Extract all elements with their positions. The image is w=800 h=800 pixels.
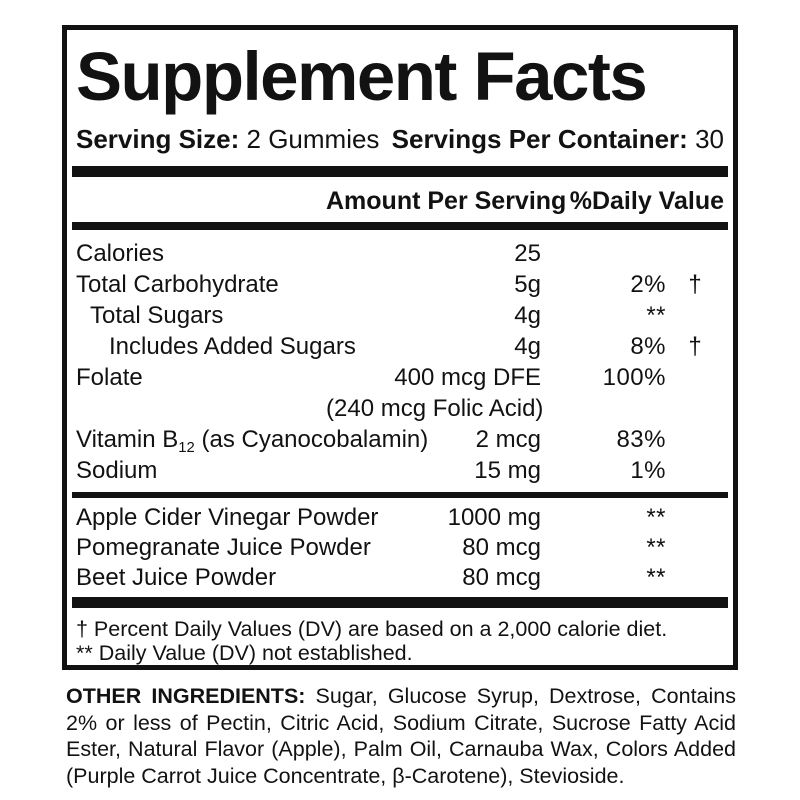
nutrient-name: Calories bbox=[76, 240, 165, 267]
servings-per-container: Servings Per Container: 30 bbox=[392, 124, 724, 154]
amount-value: 80 mcg bbox=[462, 534, 541, 561]
daily-value: ** bbox=[646, 564, 666, 591]
amount-value: (240 mcg Folic Acid) bbox=[326, 395, 544, 422]
amount-value: 5g bbox=[514, 271, 541, 298]
fact-row: Total Sugars 4g ** bbox=[76, 300, 724, 331]
fact-row: Sodium 15 mg 1% bbox=[76, 455, 724, 486]
serving-size-label: Serving Size: bbox=[76, 124, 240, 154]
amount-value: 4g bbox=[514, 333, 541, 360]
fact-row: Vitamin B12 (as Cyanocobalamin) 2 mcg 83% bbox=[76, 424, 724, 457]
nutrient-name: Total Carbohydrate bbox=[76, 271, 279, 298]
amount-value: 400 mcg DFE bbox=[394, 364, 541, 391]
divider-bar-bottom bbox=[72, 597, 728, 608]
other-ingredients-label: OTHER INGREDIENTS: bbox=[66, 684, 306, 708]
divider-bar-top bbox=[72, 166, 728, 177]
blend-rows: Apple Cider Vinegar Powder 1000 mg ** Pomeg… bbox=[76, 498, 724, 593]
servings-per-container-label: Servings Per Container: bbox=[391, 124, 688, 154]
serving-info-row: Serving Size: 2 Gummies Servings Per Con… bbox=[76, 118, 724, 166]
nutrient-name: Total Sugars bbox=[90, 302, 224, 329]
serving-size-value: 2 Gummies bbox=[246, 124, 380, 154]
nutrient-name: Folate bbox=[76, 364, 143, 391]
servings-per-container-value: 30 bbox=[695, 124, 724, 154]
other-ingredients: OTHER INGREDIENTS: Sugar, Glucose Syrup,… bbox=[66, 683, 736, 789]
amount-value: 2 mcg bbox=[475, 426, 541, 453]
serving-size: Serving Size: 2 Gummies bbox=[76, 124, 379, 154]
nutrient-name: Beet Juice Powder bbox=[76, 564, 277, 591]
divider-bar-middle bbox=[72, 492, 728, 498]
fact-row: Includes Added Sugars 4g 8% † bbox=[76, 331, 724, 362]
daily-value: ** bbox=[646, 302, 666, 329]
dv-symbol: † bbox=[688, 333, 702, 360]
fact-row: Total Carbohydrate 5g 2% † bbox=[76, 269, 724, 300]
divider-bar-header bbox=[72, 222, 728, 230]
footnote-daily-values: † Percent Daily Values (DV) are based on… bbox=[76, 617, 668, 641]
nutrient-name: Vitamin B12 (as Cyanocobalamin) bbox=[76, 426, 429, 457]
supplement-facts-panel: Supplement Facts Serving Size: 2 Gummies… bbox=[62, 25, 738, 670]
nutrient-name: Sodium bbox=[76, 457, 158, 484]
daily-value: 100% bbox=[602, 364, 666, 391]
daily-value: 2% bbox=[630, 271, 666, 298]
panel-title: Supplement Facts bbox=[76, 38, 648, 115]
daily-value: ** bbox=[646, 534, 666, 561]
servings-per-container-spacer bbox=[688, 124, 695, 154]
nutrient-name: Includes Added Sugars bbox=[109, 333, 356, 360]
serving-size-spacer bbox=[239, 124, 246, 154]
fact-row: Calories 25 bbox=[76, 238, 724, 269]
nutrient-name: Apple Cider Vinegar Powder bbox=[76, 504, 379, 531]
column-header-amount: Amount Per Serving bbox=[326, 187, 567, 215]
footnote-not-established: ** Daily Value (DV) not established. bbox=[76, 641, 413, 665]
daily-value: 8% bbox=[630, 333, 666, 360]
nutrient-name: Pomegranate Juice Powder bbox=[76, 534, 371, 561]
footnotes: † Percent Daily Values (DV) are based on… bbox=[76, 608, 724, 665]
column-header-row: Amount Per Serving %Daily Value bbox=[76, 177, 724, 222]
amount-value: 80 mcg bbox=[462, 564, 541, 591]
daily-value: 1% bbox=[630, 457, 666, 484]
dv-symbol: † bbox=[688, 271, 702, 298]
amount-value: 15 mg bbox=[474, 457, 541, 484]
column-header-daily-value: %Daily Value bbox=[569, 187, 724, 215]
daily-value: ** bbox=[646, 504, 666, 531]
amount-value: 1000 mg bbox=[447, 504, 541, 531]
fact-row: (240 mcg Folic Acid) bbox=[76, 393, 724, 424]
amount-value: 4g bbox=[514, 302, 541, 329]
amount-value: 25 bbox=[514, 240, 541, 267]
nutrient-rows: Calories 25 Total Carbohydrate 5g 2% † Total S… bbox=[76, 230, 724, 486]
daily-value: 83% bbox=[616, 426, 666, 453]
fact-row: Apple Cider Vinegar Powder 1000 mg ** bbox=[76, 503, 724, 533]
other-ingredients-text: Sugar, Glucose Syrup, Dextrose, Contains… bbox=[66, 684, 736, 788]
fact-row: Beet Juice Powder 80 mcg ** bbox=[76, 563, 724, 593]
fact-row: Folate 400 mcg DFE 100% bbox=[76, 362, 724, 393]
fact-row: Pomegranate Juice Powder 80 mcg ** bbox=[76, 533, 724, 563]
